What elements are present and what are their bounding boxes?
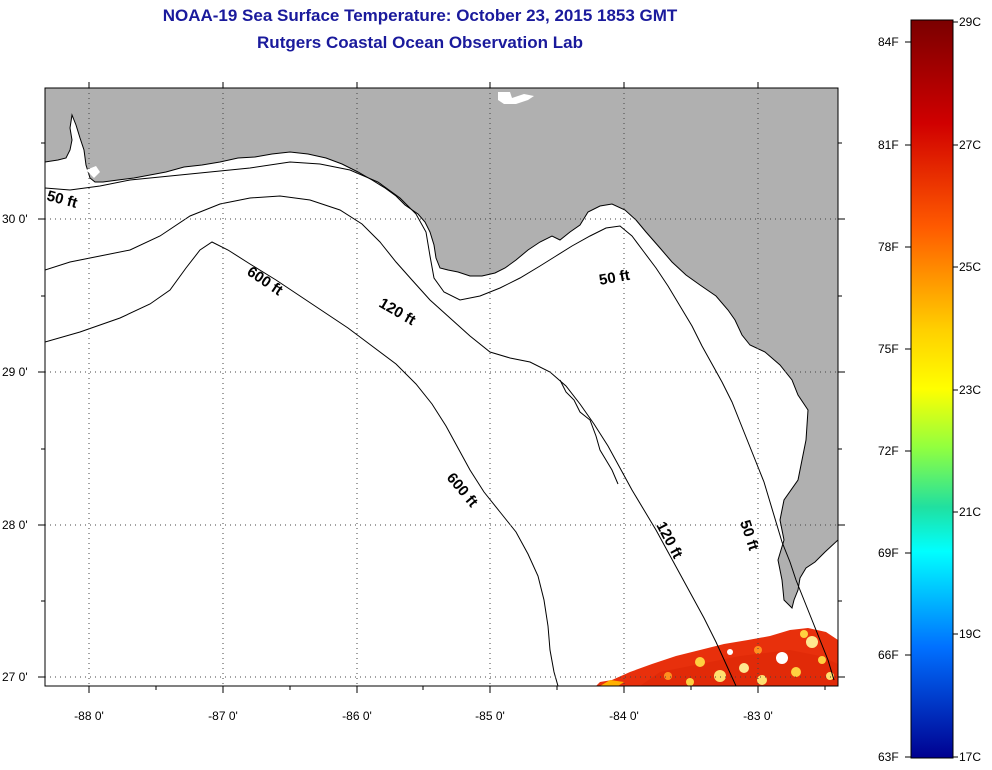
- lat-label-27: 27 0': [2, 670, 28, 684]
- lon-label-85: -85 0': [475, 709, 505, 723]
- cb-c-21: 21C: [959, 505, 981, 519]
- lon-label-86: -86 0': [342, 709, 372, 723]
- cb-c-23: 23C: [959, 383, 981, 397]
- colorbar: 84F 81F 78F 75F 72F 69F 66F 63F 29C 27C …: [878, 15, 981, 764]
- contour-label-50ft-east: 50 ft: [598, 267, 631, 289]
- cb-f-75: 75F: [878, 342, 899, 356]
- land-mass: [45, 88, 838, 609]
- lon-label-88: -88 0': [74, 709, 104, 723]
- cb-c-29: 29C: [959, 15, 981, 29]
- cb-f-66: 66F: [878, 648, 899, 662]
- cb-f-81: 81F: [878, 138, 899, 152]
- map-subtitle: Rutgers Coastal Ocean Observation Lab: [257, 33, 583, 52]
- contour-120ft: [45, 195, 737, 686]
- colorbar-gradient: [910, 19, 954, 759]
- cb-f-72: 72F: [878, 444, 899, 458]
- cb-f-78: 78F: [878, 240, 899, 254]
- graticule: [45, 88, 838, 686]
- cb-c-27: 27C: [959, 138, 981, 152]
- inland-lake: [498, 92, 534, 104]
- cb-f-84: 84F: [878, 35, 899, 49]
- colorbar-ticks: [905, 21, 958, 758]
- cb-c-17: 17C: [959, 750, 981, 764]
- lat-label-30: 30 0': [2, 212, 28, 226]
- cb-f-69: 69F: [878, 546, 899, 560]
- map-frame: [44, 87, 839, 687]
- contour-50ft-west: [45, 161, 835, 681]
- sst-data-patch: [596, 628, 838, 686]
- map-title: NOAA-19 Sea Surface Temperature: October…: [162, 6, 678, 25]
- cb-c-19: 19C: [959, 627, 981, 641]
- contour-600ft: [45, 241, 559, 686]
- lat-label-29: 29 0': [2, 365, 28, 379]
- cb-c-25: 25C: [959, 260, 981, 274]
- lon-label-84: -84 0': [609, 709, 639, 723]
- lon-label-87: -87 0': [208, 709, 238, 723]
- lon-label-83: -83 0': [743, 709, 773, 723]
- axis-ticks: [38, 82, 845, 693]
- cb-f-63: 63F: [878, 750, 899, 764]
- bathymetry-contours: [45, 161, 835, 686]
- lat-label-28: 28 0': [2, 518, 28, 532]
